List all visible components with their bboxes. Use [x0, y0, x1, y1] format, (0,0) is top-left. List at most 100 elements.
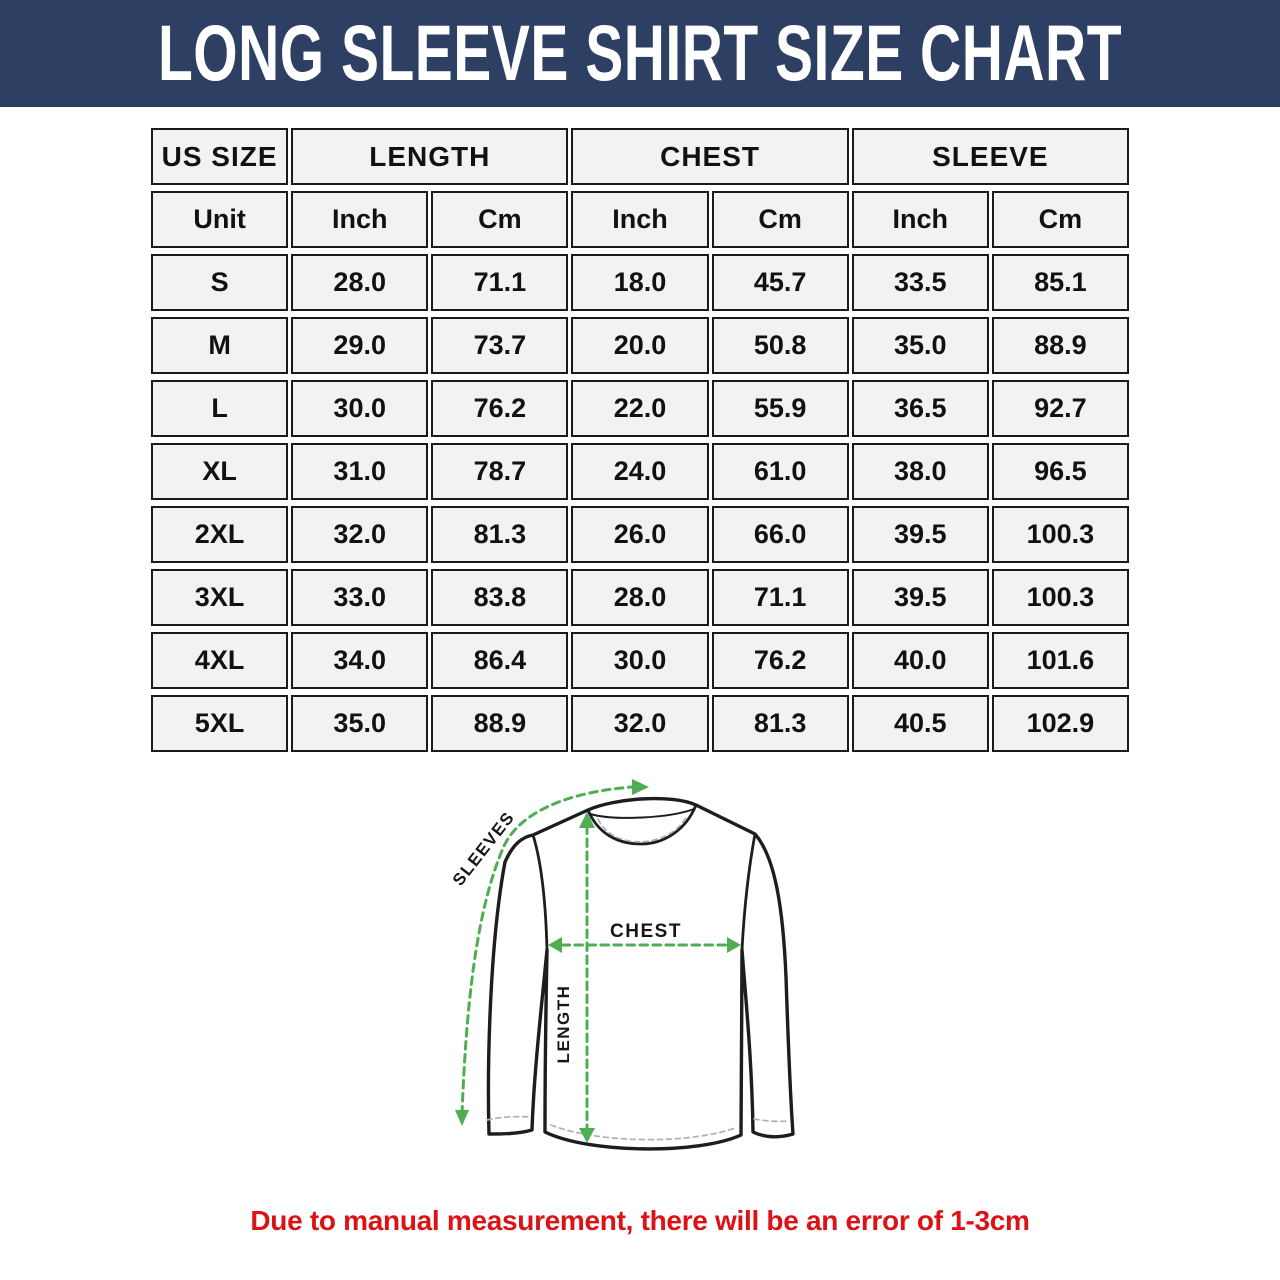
- size-cell: 4XL: [151, 632, 289, 689]
- value-cell: 100.3: [991, 569, 1129, 626]
- armhole-seam-left: [531, 833, 549, 952]
- right-cuff-stitch: [753, 1118, 789, 1123]
- unit-header-cell: Inch: [851, 191, 989, 248]
- shirt-silhouette: [486, 796, 795, 1151]
- measurement-note: Due to manual measurement, there will be…: [250, 1205, 1030, 1236]
- value-cell: 32.0: [291, 506, 429, 563]
- size-cell: M: [151, 317, 289, 374]
- value-cell: 33.5: [851, 254, 989, 311]
- value-cell: 20.0: [571, 317, 709, 374]
- value-cell: 78.7: [431, 443, 569, 500]
- value-cell: 102.9: [991, 695, 1129, 752]
- value-cell: 36.5: [851, 380, 989, 437]
- value-cell: 26.0: [571, 506, 709, 563]
- title-banner: LONG SLEEVE SHIRT SIZE CHART: [0, 0, 1280, 107]
- chest-label: CHEST: [610, 921, 682, 942]
- sleeve-arrow-head-down: [455, 1110, 469, 1126]
- value-cell: 28.0: [571, 569, 709, 626]
- unit-header-cell: Inch: [291, 191, 429, 248]
- size-cell: 5XL: [151, 695, 289, 752]
- unit-header-cell: Unit: [151, 191, 289, 248]
- value-cell: 33.0: [291, 569, 429, 626]
- unit-header-cell: Cm: [991, 191, 1129, 248]
- value-cell: 39.5: [851, 569, 989, 626]
- value-cell: 32.0: [571, 695, 709, 752]
- value-cell: 73.7: [431, 317, 569, 374]
- size-cell: S: [151, 254, 289, 311]
- length-arrow-head-up: [579, 812, 595, 828]
- size-cell: XL: [151, 443, 289, 500]
- size-row: 2XL 32.0 81.3 26.0 66.0 39.5 100.3: [151, 506, 1129, 563]
- value-cell: 18.0: [571, 254, 709, 311]
- length-arrow-head-down: [579, 1128, 595, 1143]
- value-cell: 55.9: [711, 380, 849, 437]
- value-cell: 76.2: [431, 380, 569, 437]
- chest-arrow-head-left: [548, 937, 562, 953]
- value-cell: 71.1: [431, 254, 569, 311]
- value-cell: 28.0: [291, 254, 429, 311]
- value-cell: 83.8: [431, 569, 569, 626]
- collar-band-line: [589, 808, 695, 819]
- group-header-sleeve: SLEEVE: [851, 128, 1129, 185]
- size-cell: L: [151, 380, 289, 437]
- size-row: S 28.0 71.1 18.0 45.7 33.5 85.1: [151, 254, 1129, 311]
- length-label: LENGTH: [554, 985, 573, 1064]
- value-cell: 40.5: [851, 695, 989, 752]
- sleeve-measure-arrow: [460, 785, 634, 1116]
- value-cell: 76.2: [711, 632, 849, 689]
- value-cell: 88.9: [431, 695, 569, 752]
- value-cell: 30.0: [291, 380, 429, 437]
- value-cell: 29.0: [291, 317, 429, 374]
- chest-arrow-head-right: [727, 937, 741, 953]
- value-cell: 101.6: [991, 632, 1129, 689]
- unit-header-cell: Inch: [571, 191, 709, 248]
- value-cell: 85.1: [991, 254, 1129, 311]
- group-header-length: LENGTH: [291, 128, 569, 185]
- page-title: LONG SLEEVE SHIRT SIZE CHART: [157, 9, 1123, 98]
- size-table: US SIZE LENGTH CHEST SLEEVE Unit Inch Cm…: [148, 122, 1132, 758]
- value-cell: 45.7: [711, 254, 849, 311]
- size-row: 4XL 34.0 86.4 30.0 76.2 40.0 101.6: [151, 632, 1129, 689]
- value-cell: 50.8: [711, 317, 849, 374]
- size-row: 3XL 33.0 83.8 28.0 71.1 39.5 100.3: [151, 569, 1129, 626]
- value-cell: 66.0: [711, 506, 849, 563]
- size-row: L 30.0 76.2 22.0 55.9 36.5 92.7: [151, 380, 1129, 437]
- size-cell: 2XL: [151, 506, 289, 563]
- collar-back-stitch: [597, 815, 688, 843]
- hem-stitch: [550, 1124, 736, 1141]
- group-header-us-size: US SIZE: [151, 128, 289, 185]
- unit-header-cell: Cm: [711, 191, 849, 248]
- value-cell: 88.9: [991, 317, 1129, 374]
- armhole-seam-right: [740, 832, 757, 952]
- value-cell: 39.5: [851, 506, 989, 563]
- long-sleeve-shirt-drawing: SLEEVES CHEST LENGTH: [449, 779, 795, 1151]
- value-cell: 38.0: [851, 443, 989, 500]
- value-cell: 96.5: [991, 443, 1129, 500]
- unit-header-row: Unit Inch Cm Inch Cm Inch Cm: [151, 191, 1129, 248]
- size-row: M 29.0 73.7 20.0 50.8 35.0 88.9: [151, 317, 1129, 374]
- value-cell: 22.0: [571, 380, 709, 437]
- size-row: 5XL 35.0 88.9 32.0 81.3 40.5 102.9: [151, 695, 1129, 752]
- value-cell: 35.0: [291, 695, 429, 752]
- left-cuff-stitch: [486, 1115, 532, 1121]
- unit-header-cell: Cm: [431, 191, 569, 248]
- value-cell: 81.3: [431, 506, 569, 563]
- size-cell: 3XL: [151, 569, 289, 626]
- value-cell: 100.3: [991, 506, 1129, 563]
- value-cell: 35.0: [851, 317, 989, 374]
- value-cell: 30.0: [571, 632, 709, 689]
- group-header-row: US SIZE LENGTH CHEST SLEEVE: [151, 128, 1129, 185]
- value-cell: 24.0: [571, 443, 709, 500]
- value-cell: 34.0: [291, 632, 429, 689]
- value-cell: 40.0: [851, 632, 989, 689]
- value-cell: 81.3: [711, 695, 849, 752]
- value-cell: 92.7: [991, 380, 1129, 437]
- group-header-chest: CHEST: [571, 128, 849, 185]
- size-row: XL 31.0 78.7 24.0 61.0 38.0 96.5: [151, 443, 1129, 500]
- value-cell: 31.0: [291, 443, 429, 500]
- shirt-measurement-diagram: SLEEVES CHEST LENGTH: [410, 772, 870, 1189]
- sleeve-arrow-head-right: [632, 779, 649, 795]
- collar-opening: [586, 803, 698, 846]
- value-cell: 71.1: [711, 569, 849, 626]
